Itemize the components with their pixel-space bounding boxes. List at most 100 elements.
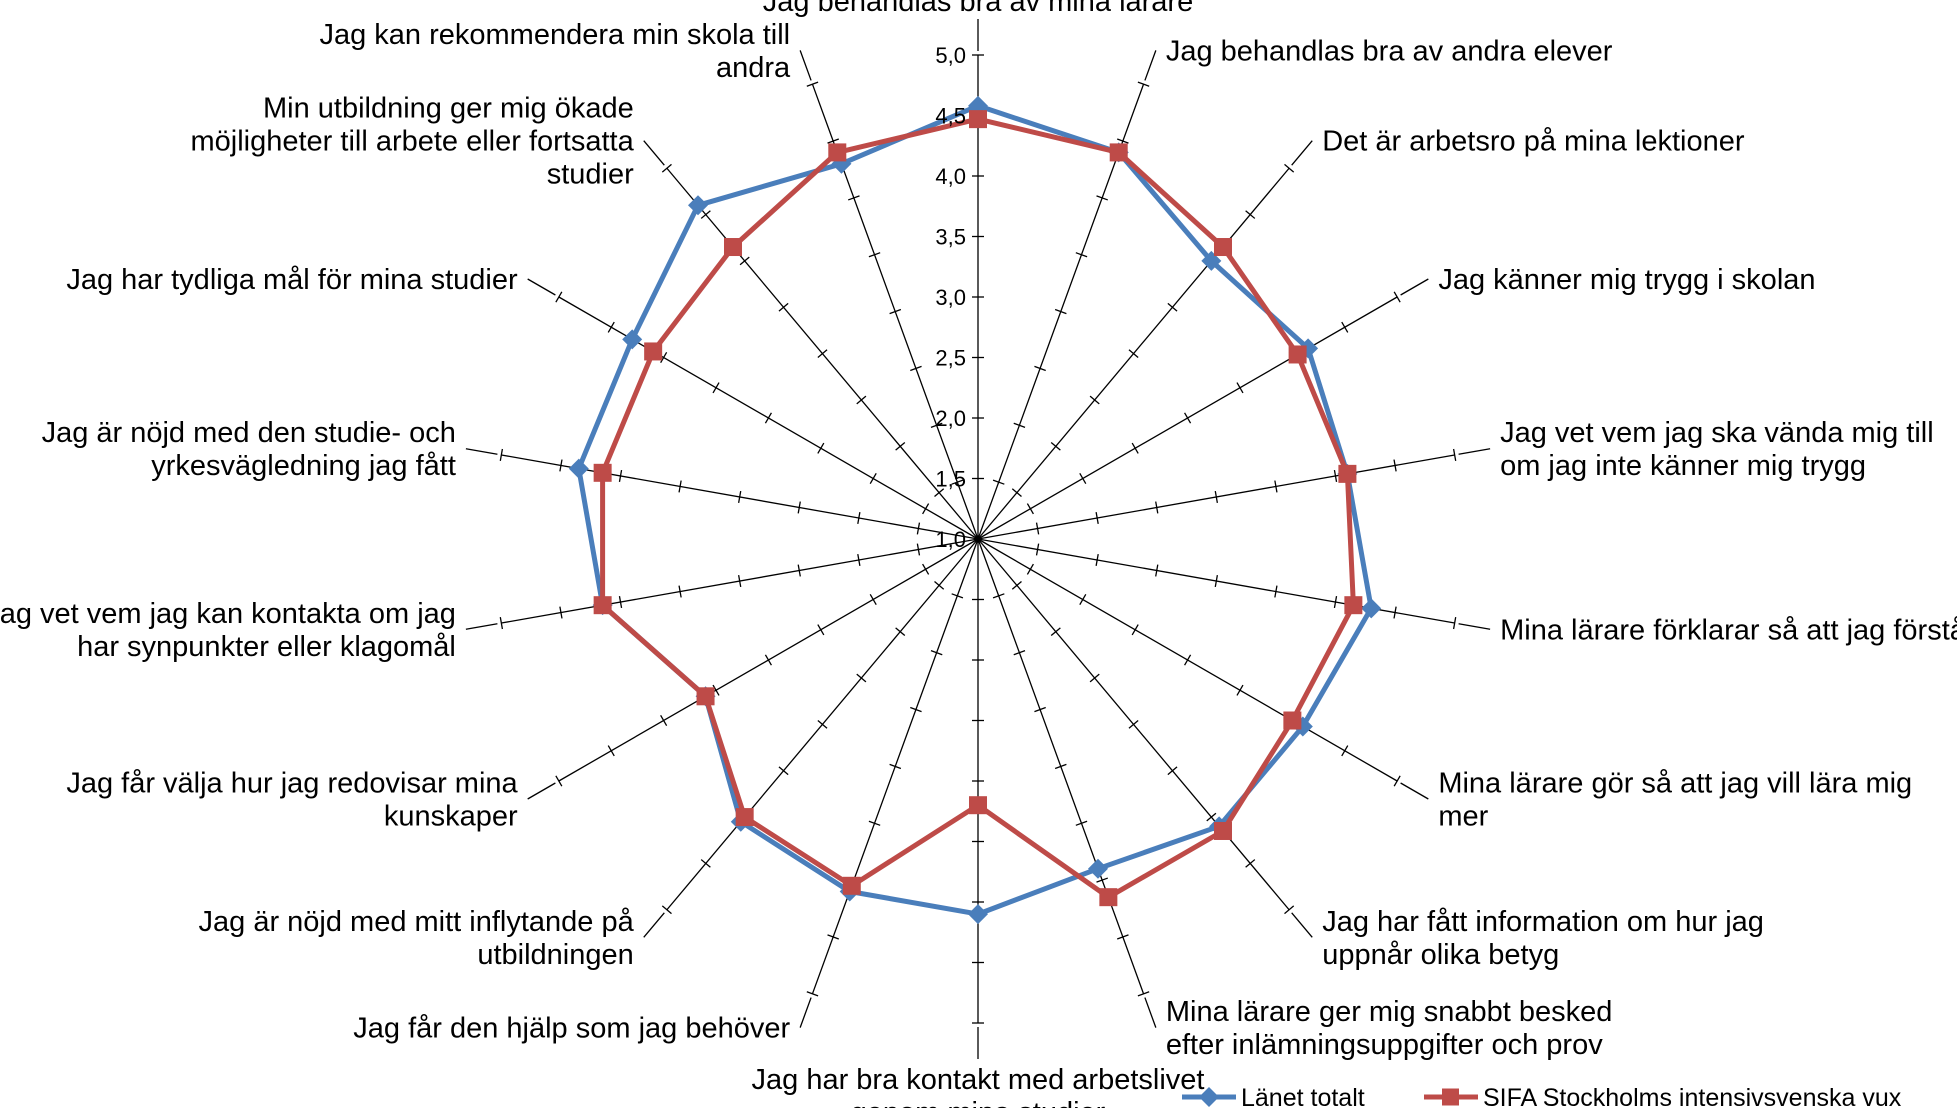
data-point-square[interactable] bbox=[1344, 596, 1363, 615]
data-point-square[interactable] bbox=[1338, 464, 1357, 483]
category-label-line: Jag är nöjd med den studie- och bbox=[42, 417, 456, 449]
category-label-line: har synpunkter eller klagomål bbox=[77, 631, 456, 663]
category-label-line: uppnår olika betyg bbox=[1322, 939, 1559, 971]
category-label-line: Min utbildning ger mig ökade bbox=[263, 93, 634, 125]
label-leader-line bbox=[1400, 782, 1429, 800]
category-label: Jag behandlas bra av mina lärare bbox=[763, 0, 1193, 51]
legend-entry-sifa[interactable]: SIFA Stockholms intensivsvenska vux bbox=[1424, 1084, 1902, 1108]
radar-tick-mark bbox=[1116, 934, 1129, 940]
radar-tick-mark bbox=[817, 442, 825, 454]
radar-tick-mark bbox=[700, 210, 711, 219]
radar-tick-mark bbox=[869, 472, 877, 485]
radar-tick-mark bbox=[661, 905, 672, 915]
data-point-square[interactable] bbox=[593, 463, 612, 482]
radar-tick-mark bbox=[1274, 480, 1278, 493]
radar-tick-mark bbox=[660, 351, 668, 364]
radar-tick-mark bbox=[992, 593, 1005, 599]
radar-tick-mark bbox=[868, 252, 881, 258]
radar-tick-mark bbox=[868, 820, 881, 826]
radar-tick-mark bbox=[1035, 522, 1040, 535]
data-point-square[interactable] bbox=[969, 796, 987, 815]
category-label-line: studier bbox=[547, 159, 634, 191]
legend-entry-lanet-totalt[interactable]: Länet totalt bbox=[1182, 1084, 1365, 1108]
radar-tick-mark bbox=[1155, 501, 1159, 514]
data-point-square[interactable] bbox=[969, 110, 987, 129]
category-label-line: Jag har bra kontakt med arbetslivet bbox=[752, 1064, 1205, 1096]
data-point-square[interactable] bbox=[828, 143, 847, 162]
label-leader-line bbox=[799, 50, 812, 81]
category-label-line: Det är arbetsro på mina lektioner bbox=[1322, 126, 1745, 158]
radar-tick-mark bbox=[1214, 490, 1219, 503]
label-leader-line bbox=[1144, 50, 1157, 81]
data-point-diamond[interactable] bbox=[1361, 598, 1382, 619]
category-label-line: kunskaper bbox=[384, 801, 518, 833]
data-point-square[interactable] bbox=[644, 342, 663, 361]
radar-tick-mark bbox=[607, 745, 615, 757]
data-point-square[interactable] bbox=[696, 687, 715, 706]
label-leader-line bbox=[1458, 448, 1491, 455]
category-label-line: Mina lärare gör så att jag vill lära mig bbox=[1438, 768, 1912, 800]
radar-tick-mark bbox=[1137, 991, 1150, 997]
data-point-diamond[interactable] bbox=[688, 195, 709, 216]
radar-tick-mark bbox=[1075, 820, 1088, 826]
data-point-square[interactable] bbox=[735, 808, 754, 827]
data-point-diamond[interactable] bbox=[622, 329, 643, 350]
label-leader-line bbox=[1400, 278, 1429, 296]
radar-tick-mark bbox=[1333, 469, 1338, 482]
data-point-diamond[interactable] bbox=[968, 904, 988, 925]
data-point-square[interactable] bbox=[842, 876, 861, 895]
radar-tick-mark bbox=[889, 763, 902, 770]
category-label-line: mer bbox=[1438, 801, 1488, 833]
radar-tick-mark bbox=[1035, 543, 1040, 556]
radar-tick-mark bbox=[1341, 745, 1349, 757]
data-point-square[interactable] bbox=[1283, 711, 1302, 730]
radar-tick-mark bbox=[930, 650, 943, 656]
radar-tick-mark bbox=[1128, 720, 1139, 729]
category-label-line: Jag får välja hur jag redovisar mina bbox=[66, 768, 518, 800]
radial-tick-label: 1,5 bbox=[935, 467, 966, 492]
radial-tick-label: 2,0 bbox=[935, 406, 966, 431]
radar-tick-mark bbox=[827, 138, 840, 144]
category-label-line: Jag behandlas bra av mina lärare bbox=[763, 0, 1193, 18]
data-point-square[interactable] bbox=[1099, 888, 1118, 907]
data-point-square[interactable] bbox=[593, 596, 612, 615]
category-label-line: Jag är nöjd med mitt inflytande på bbox=[199, 906, 635, 938]
radar-tick-mark bbox=[922, 563, 930, 575]
category-label-line: Jag vet vem jag kan kontakta om jag bbox=[0, 598, 456, 630]
data-point-square[interactable] bbox=[1288, 345, 1307, 364]
radar-tick-mark bbox=[1096, 877, 1109, 883]
radar-tick-mark bbox=[1026, 563, 1034, 575]
label-leader-line bbox=[1291, 140, 1313, 166]
radar-tick-mark bbox=[1131, 624, 1139, 636]
label-leader-line bbox=[527, 782, 556, 800]
radar-tick-mark bbox=[1075, 252, 1088, 258]
radar-tick-mark bbox=[895, 627, 906, 637]
category-label-line: Mina lärare ger mig snabbt besked bbox=[1166, 996, 1613, 1028]
radar-tick-mark bbox=[1011, 488, 1022, 498]
label-leader-line bbox=[465, 623, 498, 630]
category-label: Jag har bra kontakt med arbetslivetgenom… bbox=[752, 1027, 1205, 1108]
data-point-diamond[interactable] bbox=[568, 458, 589, 479]
category-label-line: utbildningen bbox=[477, 939, 633, 971]
radar-tick-mark bbox=[1236, 684, 1244, 696]
radial-tick-label: 2,5 bbox=[935, 346, 966, 371]
radial-tick-label: 1,0 bbox=[935, 527, 966, 552]
data-point-square[interactable] bbox=[1109, 143, 1128, 162]
data-point-square[interactable] bbox=[1213, 238, 1232, 257]
radial-tick-label: 3,0 bbox=[935, 285, 966, 310]
data-point-square[interactable] bbox=[724, 238, 743, 257]
data-point-diamond[interactable] bbox=[1088, 858, 1109, 879]
data-point-square[interactable] bbox=[1213, 821, 1232, 840]
radar-tick-mark bbox=[555, 775, 563, 787]
radar-tick-mark bbox=[778, 766, 789, 776]
radar-tick-mark bbox=[661, 163, 672, 173]
category-label-line: Jag har tydliga mål för mina studier bbox=[66, 264, 518, 296]
radar-tick-mark bbox=[1393, 775, 1401, 787]
radial-tick-labels: 1,0 1,5 2,0 2,5 3,0 3,5 4,0 4,5 5,0 bbox=[935, 43, 966, 552]
category-label: Jag får den hjälp som jag behöver bbox=[353, 997, 812, 1045]
radar-tick-mark bbox=[856, 673, 867, 683]
category-label: Jag är nöjd med den studie- ochyrkesvägl… bbox=[42, 417, 498, 482]
